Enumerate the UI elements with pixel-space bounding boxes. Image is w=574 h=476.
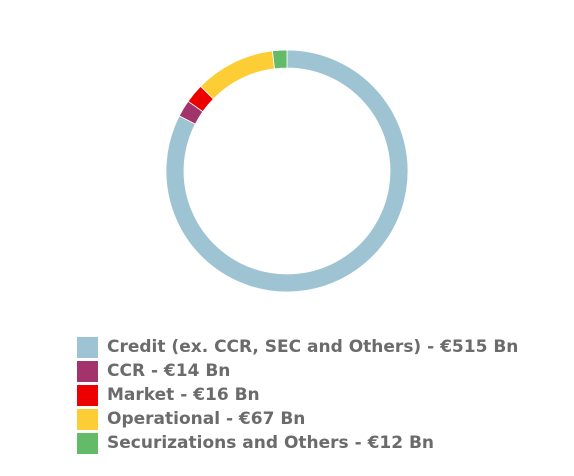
donut-slice-securizations xyxy=(271,49,288,70)
legend-swatch-operational xyxy=(77,408,98,430)
legend-item-ccr: CCR - €14 Bn xyxy=(77,359,557,383)
legend-swatch-market xyxy=(77,384,98,406)
donut-slice-operational xyxy=(200,50,276,100)
legend-label-securizations: Securizations and Others - €12 Bn xyxy=(107,433,435,453)
legend-label-credit: Credit (ex. CCR, SEC and Others) - €515 … xyxy=(107,337,519,357)
legend-swatch-credit xyxy=(77,336,98,358)
legend-item-securizations: Securizations and Others - €12 Bn xyxy=(77,431,557,455)
donut-slice-credit xyxy=(165,49,409,293)
legend-swatch-ccr xyxy=(77,360,98,382)
legend-swatch-securizations xyxy=(77,432,98,454)
legend-label-operational: Operational - €67 Bn xyxy=(107,409,306,429)
legend-label-ccr: CCR - €14 Bn xyxy=(107,361,231,381)
donut-chart xyxy=(165,49,409,293)
chart-legend: Credit (ex. CCR, SEC and Others) - €515 … xyxy=(77,335,557,455)
legend-label-market: Market - €16 Bn xyxy=(107,385,260,405)
legend-item-operational: Operational - €67 Bn xyxy=(77,407,557,431)
legend-item-market: Market - €16 Bn xyxy=(77,383,557,407)
donut-chart-area xyxy=(165,49,409,293)
legend-item-credit: Credit (ex. CCR, SEC and Others) - €515 … xyxy=(77,335,557,359)
